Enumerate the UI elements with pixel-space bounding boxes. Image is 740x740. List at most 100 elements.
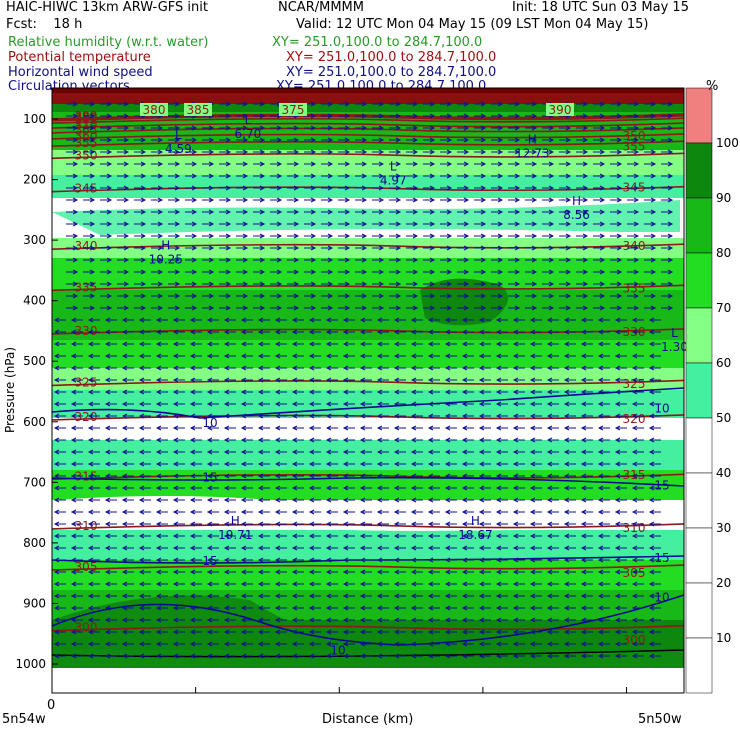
x-axis-label: Distance (km) — [322, 712, 414, 727]
wind-label-1: 10 — [654, 401, 669, 415]
circulation-vector-head — [495, 353, 502, 359]
circulation-vector-head — [310, 161, 317, 167]
circulation-vector-head — [325, 557, 332, 563]
circulation-vector-head — [633, 101, 640, 107]
circulation-vector-head — [614, 605, 621, 611]
circulation-vector-head — [427, 449, 434, 455]
extremum-marker-4: H — [231, 514, 240, 528]
x-start-location: 5n54w — [2, 712, 46, 727]
circulation-vector-head — [274, 617, 281, 623]
circulation-vector-head — [563, 449, 570, 455]
circulation-vector-head — [72, 161, 79, 167]
circulation-vector-head — [157, 149, 164, 155]
circulation-vector-head — [446, 125, 453, 131]
circulation-vector-head — [393, 521, 400, 527]
circulation-vector-head — [189, 557, 196, 563]
circulation-vector-head — [395, 173, 402, 179]
theta-label-300: 300 — [75, 621, 98, 635]
circulation-vector-head — [529, 365, 536, 371]
circulation-vector-head — [138, 437, 145, 443]
circulation-vector-head — [531, 269, 538, 275]
circulation-vector-head — [478, 569, 485, 575]
circulation-vector-head — [308, 449, 315, 455]
circulation-vector-head — [189, 413, 196, 419]
circulation-vector-head — [597, 641, 604, 647]
circulation-vector-head — [240, 389, 247, 395]
circulation-vector-head — [463, 257, 470, 263]
circulation-vector-head — [631, 485, 638, 491]
circulation-vector-head — [614, 581, 621, 587]
circulation-vector-head — [650, 209, 657, 215]
circulation-vector-head — [631, 377, 638, 383]
circulation-vector-head — [616, 221, 623, 227]
circulation-vector-head — [172, 377, 179, 383]
circulation-vector-head — [225, 173, 232, 179]
circulation-vector-head — [155, 497, 162, 503]
circulation-vector-head — [410, 533, 417, 539]
circulation-vector-head — [225, 221, 232, 227]
rh-band-5 — [52, 175, 684, 198]
circulation-vector-head — [104, 557, 111, 563]
circulation-vector-head — [206, 641, 213, 647]
circulation-vector-head — [308, 593, 315, 599]
circulation-vector-head — [206, 485, 213, 491]
circulation-vector-head — [376, 401, 383, 407]
circulation-vector-head — [512, 533, 519, 539]
circulation-vector-head — [480, 257, 487, 263]
circulation-vector-head — [597, 629, 604, 635]
circulation-vector-head — [648, 389, 655, 395]
circulation-vector-head — [155, 629, 162, 635]
circulation-vector-head — [444, 617, 451, 623]
circulation-vector-head — [378, 101, 385, 107]
circulation-vector-head — [274, 497, 281, 503]
circulation-vector-head — [344, 161, 351, 167]
circulation-vector-head — [529, 317, 536, 323]
circulation-vector-head — [121, 557, 128, 563]
circulation-vector-head — [172, 437, 179, 443]
circulation-vector-head — [495, 497, 502, 503]
circulation-vector-head — [206, 401, 213, 407]
circulation-vector-head — [512, 473, 519, 479]
circulation-vector-head — [631, 653, 638, 659]
circulation-vector-head — [429, 257, 436, 263]
circulation-vector-head — [512, 449, 519, 455]
circulation-vector-head — [327, 269, 334, 275]
circulation-vector-head — [378, 161, 385, 167]
circulation-vector-head — [546, 641, 553, 647]
circulation-vector-head — [614, 485, 621, 491]
circulation-vector-head — [614, 617, 621, 623]
circulation-vector-head — [106, 101, 113, 107]
circulation-vector-head — [667, 221, 674, 227]
circulation-vector-head — [546, 353, 553, 359]
circulation-vector-head — [291, 497, 298, 503]
circulation-vector-head — [89, 209, 96, 215]
circulation-vector-head — [72, 257, 79, 263]
circulation-vector-head — [240, 509, 247, 515]
circulation-vector-head — [342, 353, 349, 359]
circulation-vector-head — [497, 293, 504, 299]
circulation-vector-head — [276, 173, 283, 179]
circulation-vector-head — [191, 125, 198, 131]
circulation-vector-head — [599, 233, 606, 239]
circulation-vector-head — [189, 353, 196, 359]
circulation-vector-head — [446, 161, 453, 167]
circulation-vector-head — [293, 197, 300, 203]
circulation-vector-head — [325, 569, 332, 575]
circulation-vector-head — [563, 473, 570, 479]
circulation-vector-head — [223, 341, 230, 347]
circulation-vector-head — [104, 437, 111, 443]
circulation-vector-head — [563, 485, 570, 491]
circulation-vector-head — [72, 245, 79, 251]
circulation-vector-head — [463, 185, 470, 191]
circulation-vector-head — [497, 173, 504, 179]
circulation-vector-head — [599, 125, 606, 131]
circulation-vector-head — [223, 449, 230, 455]
circulation-vector-head — [412, 125, 419, 131]
circulation-vector-head — [546, 497, 553, 503]
circulation-vector-head — [240, 629, 247, 635]
circulation-vector-head — [667, 245, 674, 251]
circulation-vector-head — [157, 125, 164, 131]
circulation-vector-head — [325, 545, 332, 551]
circulation-vector-head — [582, 161, 589, 167]
rh-band-13 — [52, 418, 684, 440]
